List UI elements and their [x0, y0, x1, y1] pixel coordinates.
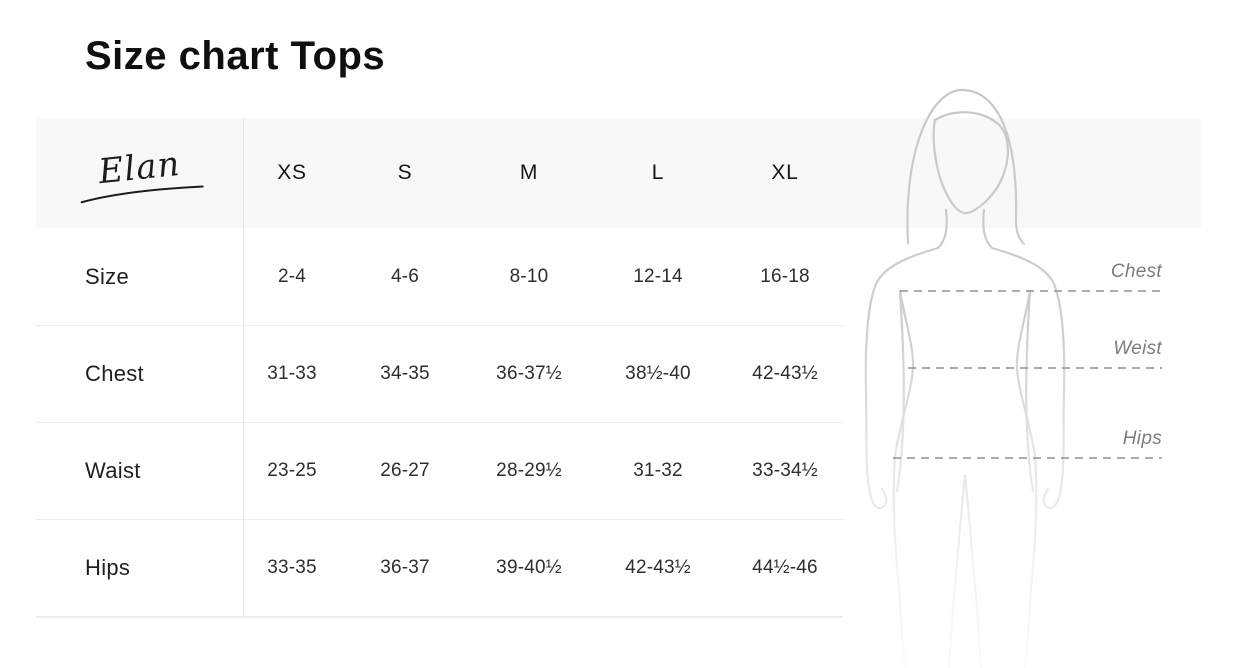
size-column-header-s: S	[397, 161, 413, 184]
size-chart-table: Elan XS S M L XL Size 2-4 4-6 8-10 12-14…	[36, 118, 843, 618]
hips-value-xl: 44½-46	[727, 519, 843, 616]
row-label-waist: Waist	[36, 422, 243, 519]
size-column-header-xs: XS	[277, 161, 307, 184]
row-label-size: Size	[85, 263, 129, 289]
row-label-chest: Chest	[36, 325, 243, 422]
chest-value-xs: 31-33	[243, 325, 341, 422]
hips-value-l: 42-43½	[589, 519, 727, 616]
hips-measure-label: Hips	[1122, 428, 1162, 449]
waist-value-l: 31-32	[589, 422, 727, 519]
brand-logo: Elan	[74, 141, 205, 205]
size-column-header-l: L	[651, 161, 665, 184]
size-column-header-xl: XL	[771, 161, 799, 184]
chest-value-l: 38½-40	[589, 325, 727, 422]
row-label-hips: Hips	[36, 519, 243, 616]
chest-value-m: 36-37½	[469, 325, 589, 422]
waist-value-s: 26-27	[341, 422, 469, 519]
page-title: Size chart Tops	[85, 34, 386, 78]
female-body-figure	[864, 88, 1162, 668]
size-value-l: 12-14	[633, 265, 683, 287]
size-value-s: 4-6	[390, 265, 420, 287]
size-value-xl: 16-18	[760, 265, 810, 287]
waist-value-m: 28-29½	[469, 422, 589, 519]
logo-column-divider	[243, 118, 244, 616]
chest-value-xl: 42-43½	[727, 325, 843, 422]
brand-logo-cell: Elan	[36, 118, 243, 228]
face-outline	[932, 111, 1010, 215]
waist-value-xs: 23-25	[243, 422, 341, 519]
hips-value-s: 36-37	[341, 519, 469, 616]
body-outline	[864, 88, 1066, 668]
waist-value-xl: 33-34½	[727, 422, 843, 519]
chest-value-s: 34-35	[341, 325, 469, 422]
size-column-header-m: M	[519, 161, 539, 184]
size-value-m: 8-10	[509, 265, 549, 287]
size-value-xs: 2-4	[277, 265, 307, 287]
logo-underline	[80, 185, 204, 203]
hips-value-m: 39-40½	[469, 519, 589, 616]
waist-measure-label: Weist	[1113, 338, 1162, 359]
chest-measure-label: Chest	[1110, 261, 1162, 282]
hair-outline	[906, 88, 1026, 246]
hips-value-xs: 33-35	[243, 519, 341, 616]
